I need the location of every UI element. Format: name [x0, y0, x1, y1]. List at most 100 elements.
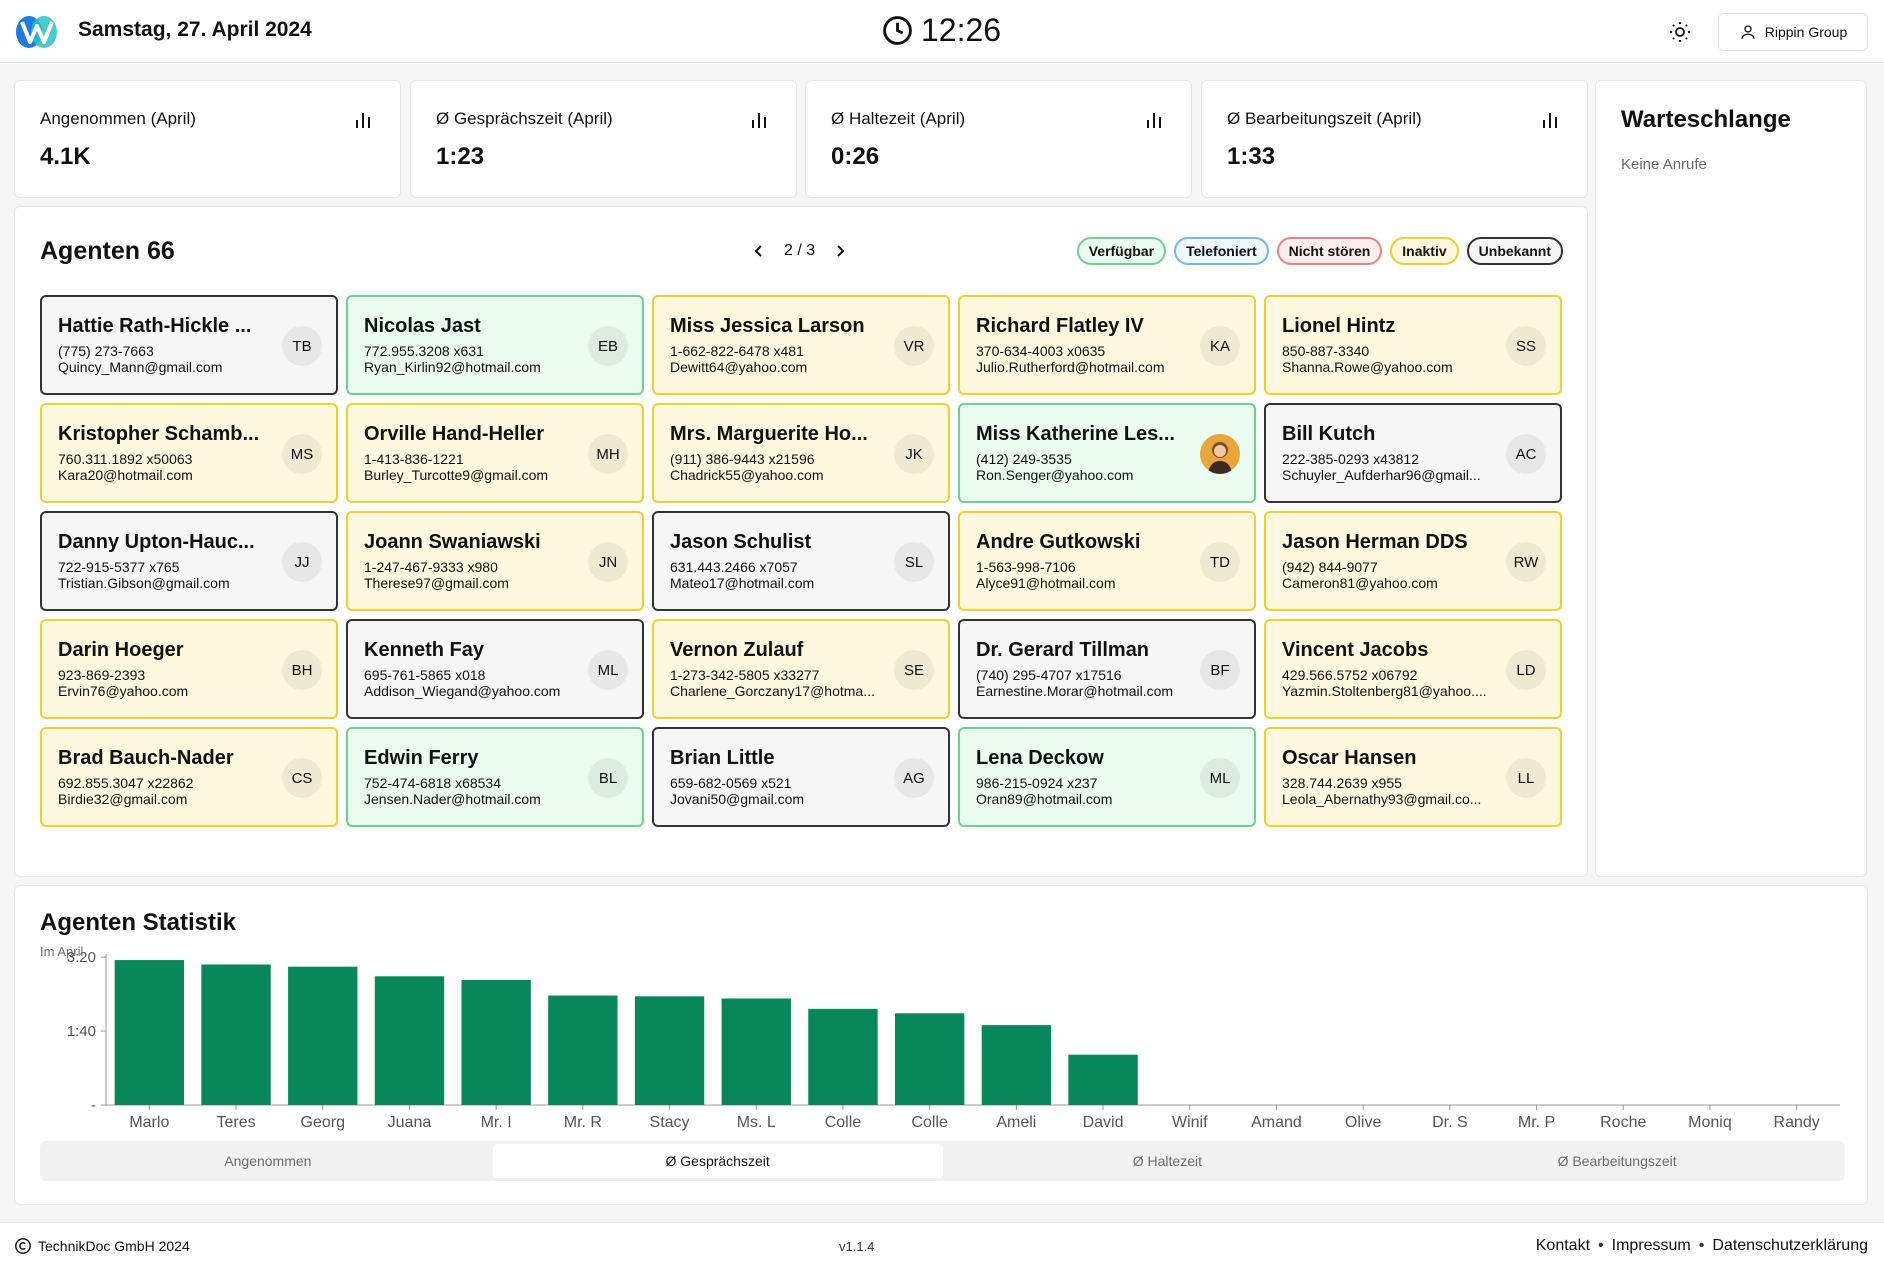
bar-3: [374, 976, 445, 1105]
agent-card[interactable]: Kenneth Fay 695-761-5865 x018 Addison_Wieg…: [346, 619, 644, 719]
y-tick-label: 3:20: [67, 949, 96, 966]
agent-email: Ryan_Kirlin92@hotmail.com: [364, 359, 541, 375]
agent-name: Darin Hoeger: [58, 639, 184, 661]
agents-pager: 2 / 3: [748, 240, 851, 262]
agent-avatar: MS: [282, 434, 322, 474]
agent-card[interactable]: Edwin Ferry 752-474-6818 x68534 Jensen.Nad…: [346, 727, 644, 827]
x-tick-label: Winif: [1172, 1114, 1208, 1131]
agent-card[interactable]: Jason Schulist 631.443.2466 x7057 Mateo17@…: [652, 511, 950, 611]
agent-phone: 222-385-0293 x43812: [1282, 451, 1420, 467]
bar-8: [808, 1008, 878, 1105]
kpi-label: Ø Gesprächszeit (April): [436, 109, 613, 128]
agent-card[interactable]: Miss Jessica Larson 1-662-822-6478 x481 De…: [652, 295, 950, 395]
agent-name: Andre Gutkowski: [976, 531, 1141, 553]
bar-4: [461, 980, 531, 1105]
agent-card[interactable]: Danny Upton-Hauc... 722-915-5377 x765 Tris…: [40, 511, 338, 611]
agent-card[interactable]: Bill Kutch 222-385-0293 x43812 Schuyler_Au…: [1264, 403, 1562, 503]
agent-avatar: BH: [282, 650, 322, 690]
bar-chart-icon[interactable]: [1144, 110, 1164, 130]
account-button[interactable]: Rippin Group: [1718, 13, 1868, 51]
footer-links: Kontakt • Impressum • Datenschutzerkläru…: [1536, 1237, 1868, 1255]
agent-card[interactable]: Lena Deckow 986-215-0924 x237 Oran89@hotma…: [958, 727, 1256, 827]
status-filter-yellow[interactable]: Inaktiv: [1390, 237, 1459, 265]
bar-1: [201, 964, 271, 1105]
theme-toggle-sun-icon[interactable]: [1668, 20, 1692, 44]
agent-card[interactable]: Jason Herman DDS (942) 844-9077 Cameron81@…: [1264, 511, 1562, 611]
agent-avatar: EB: [588, 326, 628, 366]
agent-card[interactable]: Mrs. Marguerite Ho... (911) 386-9443 x215…: [652, 403, 950, 503]
agent-email: Dewitt64@yahoo.com: [670, 359, 808, 375]
agents-panel: Agenten 66 2 / 3 Verfügbar Telefoniert Nic…: [14, 206, 1588, 877]
clock-icon: [883, 16, 912, 45]
agent-avatar: RW: [1506, 542, 1546, 582]
agent-avatar: CS: [282, 758, 322, 798]
agent-phone: (775) 273-7663: [58, 343, 154, 359]
agent-avatar: JK: [894, 434, 934, 474]
agent-card[interactable]: Joann Swaniawski 1-247-467-9333 x980 There…: [346, 511, 644, 611]
status-filter-dark[interactable]: Unbekannt: [1466, 237, 1563, 265]
agent-card[interactable]: Miss Katherine Les... (412) 249-3535 Ron.S…: [958, 403, 1256, 503]
bar-chart-icon[interactable]: [1540, 110, 1560, 130]
status-filter-green[interactable]: Verfügbar: [1076, 237, 1167, 265]
x-tick-label: Olive: [1345, 1114, 1382, 1131]
agent-card[interactable]: Lionel Hintz 850-887-3340 Shanna.Rowe@yaho…: [1264, 295, 1562, 395]
x-tick-label: Randy: [1774, 1114, 1820, 1131]
x-tick-label: David: [1083, 1114, 1124, 1131]
agent-card[interactable]: Nicolas Jast 772.955.3208 x631 Ryan_Kirlin…: [346, 295, 644, 395]
agent-email: Julio.Rutherford@hotmail.com: [976, 359, 1165, 375]
agent-avatar: TB: [282, 326, 322, 366]
agent-card[interactable]: Oscar Hansen 328.744.2639 x955 Leola_Abern…: [1264, 727, 1562, 827]
agent-name: Kenneth Fay: [364, 639, 485, 661]
stats-tab[interactable]: Ø Bearbeitungszeit: [1557, 1153, 1677, 1169]
agent-avatar: LL: [1506, 758, 1546, 798]
x-tick-label: Mr. I: [481, 1114, 512, 1131]
bar-chart-icon[interactable]: [749, 110, 769, 130]
status-filter-blue[interactable]: Telefoniert: [1174, 237, 1269, 265]
bar-0: [114, 960, 185, 1105]
agent-phone: 923-869-2393: [58, 667, 146, 683]
next-page-button[interactable]: [829, 240, 851, 262]
agent-avatar: MH: [588, 434, 628, 474]
privacy-link[interactable]: Datenschutzerklärung: [1712, 1237, 1868, 1254]
agent-phone: 429.566.5752 x06792: [1282, 667, 1418, 683]
agent-card[interactable]: Vernon Zulauf 1-273-342-5805 x33277 Charle…: [652, 619, 950, 719]
contact-link[interactable]: Kontakt: [1535, 1237, 1591, 1254]
imprint-link[interactable]: Impressum: [1611, 1237, 1691, 1254]
agent-card[interactable]: Darin Hoeger 923-869-2393 Ervin76@yahoo.co…: [40, 619, 338, 719]
stats-tab[interactable]: Ø Haltezeit: [1132, 1153, 1202, 1169]
agent-card[interactable]: Orville Hand-Heller 1-413-836-1221 Burley_…: [346, 403, 644, 503]
queue-panel: Warteschlange Keine Anrufe: [1595, 80, 1867, 877]
copyright-text: TechnikDoc GmbH 2024: [38, 1238, 190, 1254]
agent-phone: 1-273-342-5805 x33277: [670, 667, 820, 683]
agent-phone: 986-215-0924 x237: [976, 775, 1098, 791]
agent-card[interactable]: Brian Little 659-682-0569 x521 Jovani50@gm…: [652, 727, 950, 827]
agent-email: Chadrick55@yahoo.com: [670, 467, 824, 483]
agent-card[interactable]: Richard Flatley IV 370-634-4003 x0635 Juli…: [958, 295, 1256, 395]
agent-card[interactable]: Hattie Rath-Hickle ... (775) 273-7663 Quin…: [40, 295, 338, 395]
agent-avatar: JJ: [282, 542, 322, 582]
agent-email: Cameron81@yahoo.com: [1282, 575, 1438, 591]
stats-tab[interactable]: Ø Gesprächszeit: [492, 1144, 943, 1178]
agent-phone: 772.955.3208 x631: [364, 343, 484, 359]
agent-card[interactable]: Brad Bauch-Nader 692.855.3047 x22862 Birdi…: [40, 727, 338, 827]
account-name: Rippin Group: [1764, 24, 1848, 40]
agent-phone: 328.744.2639 x955: [1282, 775, 1402, 791]
agent-card[interactable]: Vincent Jacobs 429.566.5752 x06792 Yazmin.…: [1264, 619, 1562, 719]
agent-email: Schuyler_Aufderhar96@gmail...: [1282, 467, 1481, 483]
agent-card[interactable]: Andre Gutkowski 1-563-998-7106 Alyce91@hot…: [958, 511, 1256, 611]
agent-card[interactable]: Kristopher Schamb... 760.311.1892 x50063 K…: [40, 403, 338, 503]
agent-name: Jason Herman DDS: [1282, 531, 1468, 553]
bar-chart-icon[interactable]: [353, 110, 373, 130]
agent-photo: [1200, 434, 1240, 474]
agent-email: Kara20@hotmail.com: [58, 467, 193, 483]
agent-grid: Hattie Rath-Hickle ... (775) 273-7663 Quin…: [40, 295, 1562, 827]
status-filter-red[interactable]: Nicht stören: [1276, 237, 1383, 265]
x-tick-label: Moniq: [1688, 1114, 1732, 1131]
previous-page-button[interactable]: [748, 240, 770, 262]
chevron-right-icon: [837, 245, 845, 257]
agent-card[interactable]: Dr. Gerard Tillman (740) 295-4707 x17516 E…: [958, 619, 1256, 719]
agent-avatar: KA: [1200, 326, 1240, 366]
current-date: Samstag, 27. April 2024: [78, 18, 312, 41]
x-tick-label: Georg: [301, 1114, 345, 1131]
stats-tab[interactable]: Angenommen: [224, 1153, 312, 1169]
